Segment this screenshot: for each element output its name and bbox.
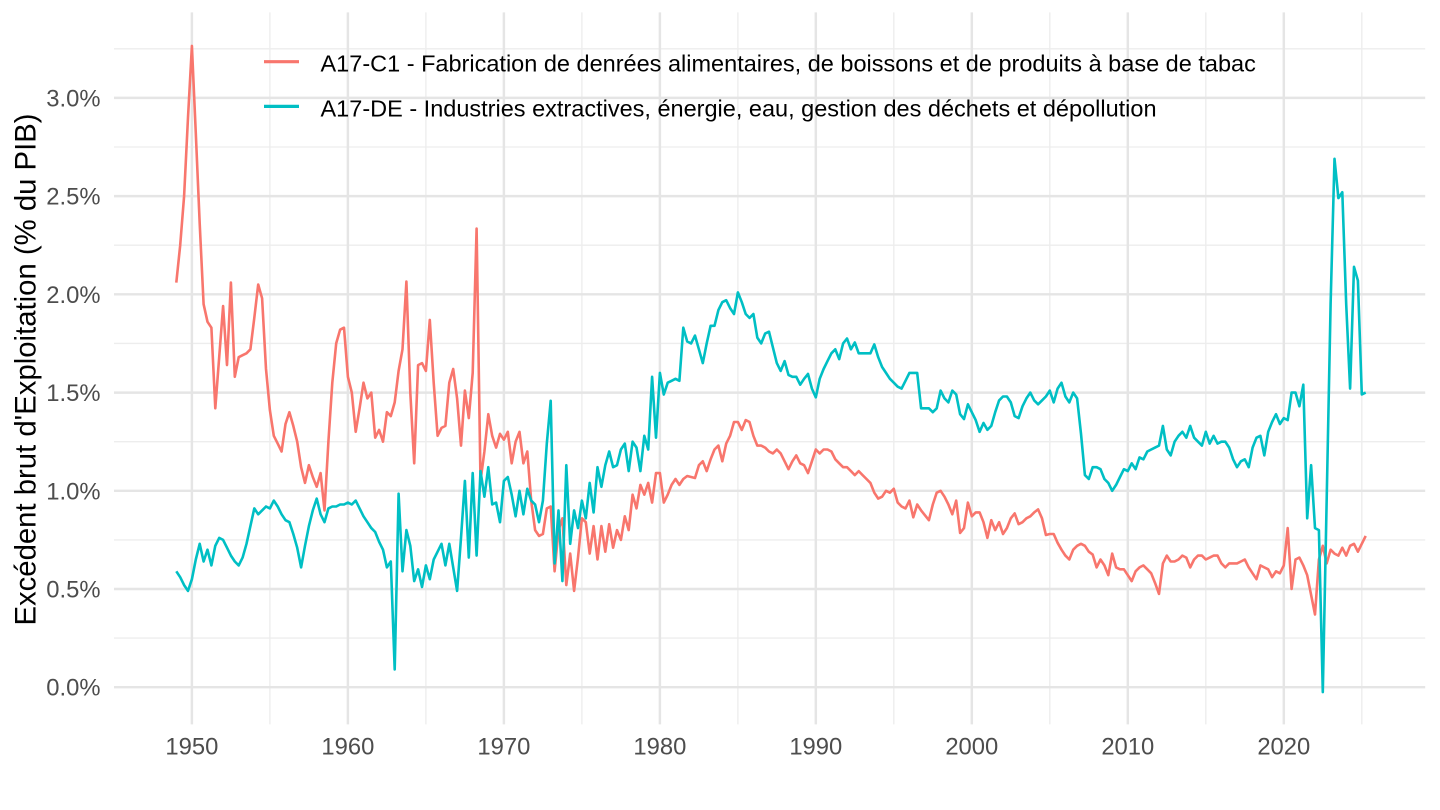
svg-text:1950: 1950: [165, 734, 218, 761]
svg-text:0.5%: 0.5%: [46, 577, 100, 604]
svg-text:1960: 1960: [321, 734, 374, 761]
svg-text:2000: 2000: [945, 734, 998, 761]
svg-text:2020: 2020: [1257, 734, 1310, 761]
svg-text:3.0%: 3.0%: [46, 85, 100, 112]
svg-text:A17-C1 - Fabrication de denrée: A17-C1 - Fabrication de denrées alimenta…: [321, 51, 1257, 77]
svg-text:A17-DE - Industries extractive: A17-DE - Industries extractives, énergie…: [321, 95, 1157, 121]
svg-text:1.5%: 1.5%: [46, 380, 100, 407]
svg-text:1990: 1990: [789, 734, 842, 761]
svg-text:1970: 1970: [477, 734, 530, 761]
svg-text:1.0%: 1.0%: [46, 478, 100, 505]
svg-text:2.0%: 2.0%: [46, 282, 100, 309]
svg-text:2010: 2010: [1101, 734, 1154, 761]
svg-text:1980: 1980: [633, 734, 686, 761]
svg-text:Excédent brut d'Exploitation (: Excédent brut d'Exploitation (% du PIB): [9, 113, 42, 625]
svg-text:0.0%: 0.0%: [46, 675, 100, 702]
svg-text:2.5%: 2.5%: [46, 184, 100, 211]
